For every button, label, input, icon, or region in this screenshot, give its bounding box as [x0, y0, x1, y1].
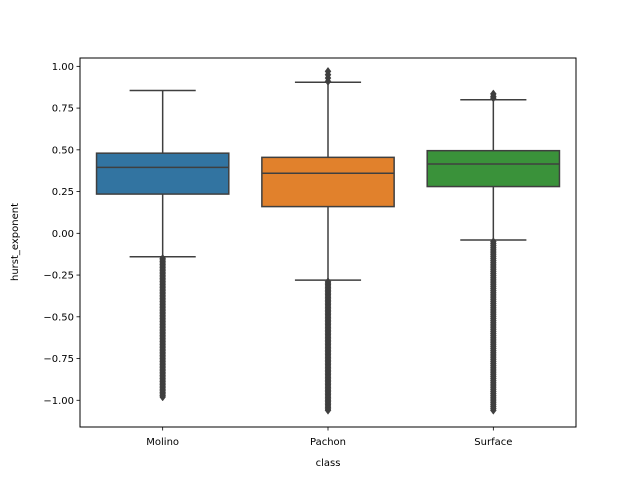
y-tick-label: −0.50 — [43, 312, 74, 323]
box-group-pachon — [261, 66, 395, 415]
y-tick-label: 0.50 — [52, 145, 74, 156]
y-tick-label: 0.75 — [52, 104, 74, 115]
y-axis: 1.00 0.75 0.50 0.25 0.00 −0.25 −0.50 −0.75 −1.00 — [43, 62, 80, 407]
x-axis-label: class — [316, 458, 341, 469]
outlier-point — [324, 66, 332, 76]
y-tick-label: 0.00 — [52, 229, 74, 240]
y-tick-label: 1.00 — [52, 62, 74, 73]
plot-area — [95, 66, 561, 415]
y-axis-label: hurst_exponent — [10, 203, 21, 281]
box-group-molino — [95, 89, 230, 402]
box-group-surface — [426, 89, 561, 415]
x-tick-label: Surface — [474, 437, 512, 448]
box-iqr — [426, 149, 561, 188]
y-tick-label: 0.25 — [52, 187, 74, 198]
x-tick-label: Pachon — [310, 437, 346, 448]
outlier-point — [490, 405, 497, 415]
x-tick-label: Molino — [146, 437, 179, 448]
outlier-point — [324, 405, 332, 415]
y-tick-label: −0.25 — [43, 271, 74, 282]
outlier-point — [159, 392, 166, 402]
y-tick-label: −1.00 — [43, 396, 74, 407]
x-axis: Molino Pachon Surface — [146, 427, 512, 448]
outlier-point — [490, 89, 497, 99]
box-iqr — [261, 156, 395, 208]
box-iqr — [95, 152, 230, 195]
y-tick-label: −0.75 — [43, 354, 74, 365]
